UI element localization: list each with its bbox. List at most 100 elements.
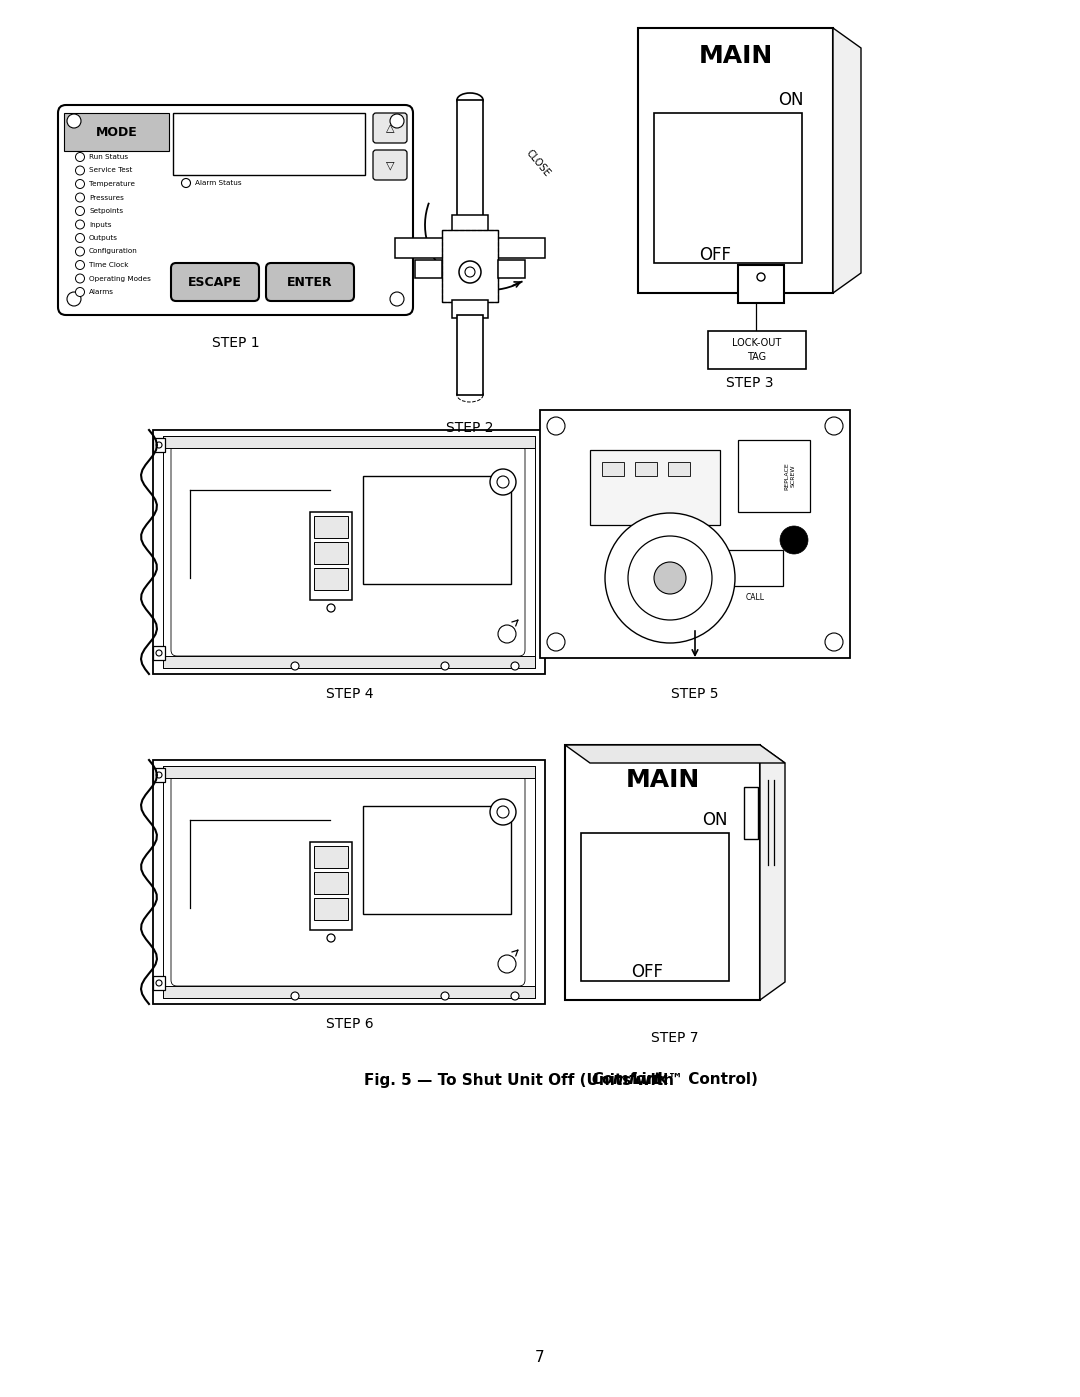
Circle shape bbox=[76, 166, 84, 175]
Text: Time Clock: Time Clock bbox=[89, 263, 129, 268]
FancyBboxPatch shape bbox=[171, 774, 525, 986]
Circle shape bbox=[825, 633, 843, 651]
Circle shape bbox=[825, 416, 843, 434]
Bar bbox=[163, 436, 535, 448]
Bar bbox=[498, 260, 525, 278]
Text: Configuration: Configuration bbox=[89, 249, 138, 254]
Bar bbox=[635, 462, 657, 476]
Circle shape bbox=[497, 476, 509, 488]
Text: Outputs: Outputs bbox=[89, 235, 118, 242]
Circle shape bbox=[156, 773, 162, 778]
Text: Pressures: Pressures bbox=[89, 194, 124, 201]
Bar bbox=[64, 113, 168, 151]
Bar bbox=[314, 542, 348, 564]
Text: △: △ bbox=[386, 123, 394, 133]
Polygon shape bbox=[565, 745, 785, 763]
Circle shape bbox=[76, 233, 84, 243]
Circle shape bbox=[156, 650, 162, 657]
Circle shape bbox=[327, 604, 335, 612]
Circle shape bbox=[291, 662, 299, 671]
Circle shape bbox=[76, 152, 84, 162]
Bar bbox=[540, 409, 850, 658]
Text: Link™ Control): Link™ Control) bbox=[632, 1073, 758, 1087]
Bar bbox=[581, 833, 729, 981]
Text: Service Test: Service Test bbox=[89, 168, 133, 173]
Circle shape bbox=[605, 513, 735, 643]
Text: Setpoints: Setpoints bbox=[89, 208, 123, 214]
Text: ON: ON bbox=[702, 812, 728, 828]
Text: Inputs: Inputs bbox=[89, 222, 111, 228]
Text: STEP 4: STEP 4 bbox=[326, 687, 374, 701]
Circle shape bbox=[511, 662, 519, 671]
Text: STEP 7: STEP 7 bbox=[651, 1031, 699, 1045]
Circle shape bbox=[498, 624, 516, 643]
Bar bbox=[163, 766, 535, 997]
Bar bbox=[654, 113, 802, 263]
Text: MODE: MODE bbox=[96, 126, 137, 138]
Bar bbox=[163, 766, 535, 778]
Circle shape bbox=[654, 562, 686, 594]
Bar bbox=[728, 550, 783, 585]
Circle shape bbox=[67, 292, 81, 306]
FancyBboxPatch shape bbox=[373, 113, 407, 142]
Circle shape bbox=[757, 272, 765, 281]
Text: Comfort: Comfort bbox=[592, 1073, 661, 1087]
Bar bbox=[602, 462, 624, 476]
Text: LOCK-OUT: LOCK-OUT bbox=[732, 338, 782, 348]
Circle shape bbox=[441, 992, 449, 1000]
Bar bbox=[314, 847, 348, 868]
Circle shape bbox=[627, 536, 712, 620]
Text: STEP 3: STEP 3 bbox=[726, 376, 773, 390]
Polygon shape bbox=[760, 745, 785, 1000]
Bar bbox=[153, 768, 165, 782]
Circle shape bbox=[181, 179, 190, 187]
Text: STEP 5: STEP 5 bbox=[672, 687, 719, 701]
Text: STEP 6: STEP 6 bbox=[326, 1017, 374, 1031]
Text: 7: 7 bbox=[536, 1351, 544, 1365]
Circle shape bbox=[546, 633, 565, 651]
Circle shape bbox=[511, 992, 519, 1000]
Circle shape bbox=[76, 207, 84, 215]
FancyBboxPatch shape bbox=[58, 105, 413, 314]
Circle shape bbox=[780, 527, 808, 555]
Circle shape bbox=[498, 956, 516, 972]
Text: Temperature: Temperature bbox=[89, 182, 135, 187]
Bar bbox=[738, 440, 810, 511]
Bar bbox=[415, 260, 442, 278]
Circle shape bbox=[390, 115, 404, 129]
Bar bbox=[153, 977, 165, 990]
Circle shape bbox=[76, 247, 84, 256]
Bar bbox=[442, 231, 498, 302]
Text: STEP 2: STEP 2 bbox=[446, 420, 494, 434]
Text: Alarms: Alarms bbox=[89, 289, 114, 295]
Bar bbox=[565, 745, 760, 1000]
Bar bbox=[314, 872, 348, 894]
Circle shape bbox=[459, 261, 481, 284]
Text: CLOSE: CLOSE bbox=[524, 148, 552, 179]
Text: ENTER: ENTER bbox=[287, 275, 333, 289]
Bar bbox=[744, 787, 758, 840]
Circle shape bbox=[465, 267, 475, 277]
Circle shape bbox=[76, 288, 84, 296]
Circle shape bbox=[490, 469, 516, 495]
Text: REPLACE
SCREW: REPLACE SCREW bbox=[784, 462, 795, 490]
Circle shape bbox=[76, 179, 84, 189]
Bar bbox=[363, 476, 511, 584]
Circle shape bbox=[497, 806, 509, 819]
Text: Alarm Status: Alarm Status bbox=[195, 180, 242, 186]
Text: MAIN: MAIN bbox=[699, 43, 772, 68]
Text: ESCAPE: ESCAPE bbox=[188, 275, 242, 289]
Circle shape bbox=[76, 274, 84, 284]
Bar bbox=[453, 215, 488, 233]
Circle shape bbox=[490, 799, 516, 826]
Circle shape bbox=[327, 935, 335, 942]
Bar bbox=[590, 450, 720, 525]
Bar bbox=[153, 439, 165, 453]
Bar bbox=[314, 898, 348, 921]
Circle shape bbox=[76, 193, 84, 203]
Circle shape bbox=[76, 219, 84, 229]
Text: ON: ON bbox=[779, 91, 804, 109]
Circle shape bbox=[546, 416, 565, 434]
Bar bbox=[457, 314, 483, 395]
Bar bbox=[153, 430, 545, 673]
